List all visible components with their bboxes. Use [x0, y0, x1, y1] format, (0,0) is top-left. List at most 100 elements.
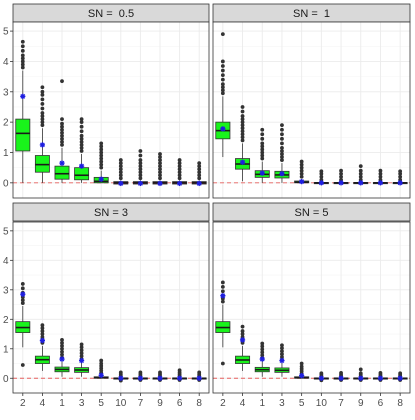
outlier-point	[20, 39, 25, 44]
mean-marker-d2	[40, 338, 45, 343]
outlier-point	[260, 353, 265, 358]
mean-marker-d2	[157, 181, 163, 186]
outlier-point	[339, 168, 343, 173]
outlier-point	[60, 127, 64, 132]
mean-marker	[118, 180, 124, 187]
outlier-point	[40, 326, 45, 331]
mean-marker	[20, 93, 26, 99]
mean-marker	[299, 373, 305, 379]
outlier-point	[319, 371, 324, 376]
outlier-point	[240, 120, 245, 125]
facet-strip	[212, 202, 411, 222]
outlier-point	[20, 363, 25, 367]
y-tick-label: 0	[3, 178, 9, 189]
outlier-point	[197, 164, 202, 169]
mean-marker-d2	[98, 176, 104, 182]
outlier-point	[138, 173, 143, 178]
box-4	[235, 105, 251, 182]
mean-marker	[259, 170, 265, 176]
outlier-point	[40, 92, 45, 97]
outlier-point	[197, 161, 202, 166]
box-1	[54, 338, 70, 377]
outlier-point	[60, 338, 64, 342]
outlier-point	[40, 106, 45, 111]
outlier-point	[118, 370, 123, 375]
outlier-point	[60, 136, 64, 141]
outlier-point	[20, 286, 25, 291]
mean-marker	[157, 375, 163, 381]
box-2	[215, 32, 231, 158]
outlier-point	[20, 62, 25, 67]
outlier-point	[220, 64, 225, 68]
outlier-point	[79, 139, 84, 144]
outlier-point	[40, 102, 45, 106]
y-tick-label: 0	[3, 374, 9, 385]
box-body	[15, 118, 31, 152]
mean-marker	[118, 375, 124, 381]
outlier-point	[220, 280, 225, 285]
outlier-point	[177, 158, 182, 162]
outlier-point	[260, 156, 265, 161]
outlier-point	[358, 367, 363, 372]
box-4	[235, 324, 251, 371]
outlier-point	[60, 142, 64, 147]
outlier-point	[220, 82, 225, 87]
box-3	[74, 342, 90, 377]
box-5	[294, 361, 310, 379]
facet-panel-4: SN = 5 2 4 1 3 5 10 7 9 6 8	[212, 202, 411, 409]
outlier-point	[339, 177, 343, 182]
outlier-point	[40, 89, 45, 94]
mean-marker-d2	[378, 375, 383, 381]
mean-marker	[137, 180, 143, 187]
outlier-point	[398, 174, 403, 179]
outlier-point	[177, 170, 182, 175]
outlier-point	[20, 59, 25, 64]
box-1	[254, 127, 270, 183]
x-tick-label: 2	[20, 398, 26, 409]
box-3	[74, 117, 90, 183]
outlier-point	[79, 342, 84, 347]
mean-marker	[98, 176, 104, 182]
outlier-point	[177, 173, 182, 178]
outlier-point	[138, 153, 143, 158]
outlier-point	[240, 117, 245, 122]
mean-marker-d2	[397, 180, 403, 186]
outlier-point	[99, 162, 104, 167]
mean-marker-d2	[98, 372, 104, 378]
box-9	[152, 370, 168, 382]
outlier-point	[220, 68, 225, 73]
outlier-point	[118, 176, 123, 181]
box-5	[93, 141, 109, 184]
outlier-point	[240, 329, 245, 333]
outlier-point	[99, 153, 104, 158]
outlier-point	[60, 139, 64, 144]
mean-marker	[177, 180, 183, 187]
box-2	[15, 282, 31, 367]
outlier-point	[220, 85, 225, 90]
mean-marker-d2	[358, 375, 364, 381]
outlier-point	[79, 142, 84, 147]
outlier-point	[280, 346, 284, 351]
mean-marker	[397, 375, 403, 381]
outlier-point	[79, 348, 84, 353]
outlier-point	[260, 347, 265, 352]
outlier-point	[79, 149, 84, 153]
outlier-point	[138, 176, 143, 181]
outlier-point	[398, 371, 403, 376]
mean-marker	[279, 171, 285, 177]
outlier-point	[177, 164, 182, 169]
outlier-point	[299, 171, 304, 176]
outlier-point	[299, 364, 304, 369]
x-tick-label: 7	[138, 398, 144, 409]
box-6	[172, 158, 188, 187]
box-1	[54, 79, 70, 183]
outlier-point	[20, 53, 25, 58]
outlier-point	[177, 176, 182, 181]
x-tick-label: 9	[358, 398, 364, 409]
mean-marker	[397, 180, 403, 186]
outlier-point	[240, 340, 245, 345]
outlier-point	[60, 133, 64, 138]
mean-marker	[318, 180, 324, 186]
outlier-point	[40, 117, 45, 122]
outlier-point	[79, 351, 84, 356]
